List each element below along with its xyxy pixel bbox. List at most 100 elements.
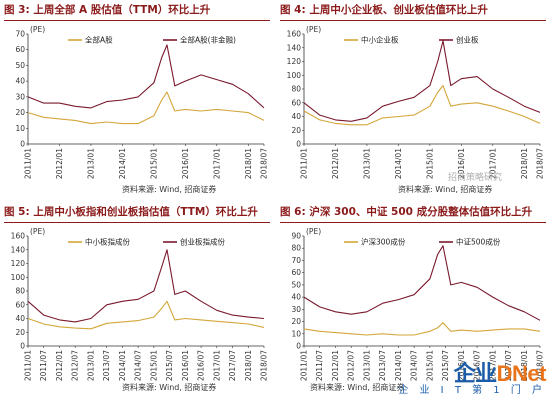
x-tick-label: 2017/01 (488, 350, 497, 381)
x-tick-label: 2013/01 (86, 350, 95, 381)
source-note: 资料来源: Wind, 招商证券 (398, 185, 493, 194)
x-tick-label: 2011/01 (24, 350, 33, 381)
series-line-1 (27, 91, 265, 125)
panel-fig4: 图 4: 上周中小企业板、创业板估值环比上升 0 20 40 60 80 100 120 14… (280, 2, 546, 198)
x-tick-label: 2014/07 (134, 350, 143, 381)
x-tick-label: 2011/01 (300, 148, 309, 179)
series-line-1 (303, 85, 541, 126)
y-tick-label: 20 (291, 317, 301, 326)
x-tick-label: 2013/01 (86, 148, 95, 179)
y-tick-label: 160 (287, 30, 302, 39)
site-watermark: 企业DNet 企 业 I T 第 1 门 户 (398, 363, 546, 397)
y-tick-label: 120 (11, 259, 26, 268)
x-tick-label: 2013/07 (378, 350, 387, 381)
y-unit-label: (PE) (30, 227, 45, 236)
x-tick-label: 2016/01 (181, 350, 190, 381)
panel-title: 图 4: 上周中小企业板、创业板估值环比上升 (280, 4, 488, 16)
y-tick-label: 10 (291, 329, 301, 338)
logo-text-a: 企业 (453, 361, 498, 386)
x-tick-label: 2018/01 (520, 148, 529, 179)
y-tick-label: 20 (15, 108, 25, 117)
x-tick-label: 2016/01 (181, 148, 190, 179)
x-tick-label: 2011/07 (315, 350, 324, 381)
legend-label: 全部A股(非金融) (180, 35, 236, 45)
panel-fig6: 图 6: 沪深 300、中证 500 成分股整体估值环比上升 0 10 20 30 40… (280, 204, 546, 400)
legend-label: 中证500成份 (456, 237, 501, 247)
y-tick-label: 160 (11, 232, 26, 241)
x-tick-label: 2012/07 (347, 350, 356, 381)
y-tick-label: 80 (291, 244, 301, 253)
y-tick-label: 0 (20, 342, 25, 351)
y-tick-label: 0 (296, 342, 301, 351)
x-tick-label: 2018/07 (260, 350, 269, 381)
series-line-2 (303, 245, 541, 321)
y-tick-label: 100 (11, 273, 26, 282)
x-tick-label: 2015/01 (425, 148, 434, 179)
legend-label: 创业板指成份 (180, 237, 225, 247)
y-tick-label: 60 (291, 268, 301, 277)
x-tick-label: 2014/01 (394, 350, 403, 381)
y-tick-label: 30 (291, 305, 301, 314)
y-tick-label: 20 (15, 328, 25, 337)
x-tick-label: 2012/01 (331, 350, 340, 381)
chart-fig5: 0 20 40 60 80 100 120 140 160 (PE) 2011/01 2011/07 2… (11, 227, 269, 381)
y-tick-label: 40 (15, 77, 25, 86)
y-tick-label: 60 (15, 300, 25, 309)
y-tick-label: 60 (15, 45, 25, 54)
legend-label: 沪深300成份 (361, 237, 406, 247)
account-watermark: 招商策略研究 (448, 173, 503, 183)
x-tick-label: 2014/07 (410, 350, 419, 381)
source-note: 资料来源: Wind, 招商证券 (122, 185, 217, 194)
y-tick-label: 70 (291, 256, 301, 265)
x-tick-label: 2013/07 (102, 350, 111, 381)
x-tick-label: 2012/01 (55, 350, 64, 381)
logo-text-b: DNet (496, 361, 547, 386)
x-tick-label: 2018/01 (244, 148, 253, 179)
series-line-2 (303, 40, 541, 122)
y-tick-label: 40 (291, 112, 301, 121)
x-tick-label: 2013/01 (362, 350, 371, 381)
x-tick-label: 2011/01 (24, 148, 33, 179)
y-tick-label: 40 (291, 293, 301, 302)
y-tick-label: 80 (15, 287, 25, 296)
source-note: 资料来源: Wind, 招商证券 (122, 383, 217, 392)
x-tick-label: 2016/01 (457, 350, 466, 381)
chart-fig4: 0 20 40 60 80 100 120 140 160 (PE) 2011/01 2012/01 2… (287, 25, 545, 179)
x-tick-label: 2017/07 (504, 350, 513, 381)
y-tick-label: 30 (15, 92, 25, 101)
x-tick-label: 2017/01 (488, 148, 497, 179)
y-tick-label: 70 (15, 30, 25, 39)
x-tick-label: 2018/01 (244, 350, 253, 381)
y-tick-label: 60 (291, 98, 301, 107)
panel-fig3: 图 3: 上周全部 A 股估值（TTM）环比上升 0 10 20 30 40 50 60 70… (4, 2, 270, 198)
title-divider (280, 222, 546, 224)
chart-fig3: 0 10 20 30 40 50 60 70 (PE) 2011/01 2012/01 2013/01… (15, 25, 268, 179)
y-tick-label: 120 (287, 57, 302, 66)
y-unit-label: (PE) (30, 25, 45, 34)
y-tick-label: 20 (291, 126, 301, 135)
x-tick-label: 2017/01 (212, 148, 221, 179)
x-tick-label: 2015/01 (425, 350, 434, 381)
y-tick-label: 10 (15, 124, 25, 133)
legend-label: 创业板 (456, 35, 479, 45)
series-line-1 (27, 300, 265, 330)
chart-fig6: 0 10 20 30 40 50 60 70 80 90 (PE) 2011/01 2011/07 201… (291, 227, 544, 381)
legend-label: 中小企业板 (361, 35, 399, 45)
x-tick-label: 2017/01 (212, 350, 221, 381)
x-tick-label: 2015/07 (441, 350, 450, 381)
title-divider (4, 222, 270, 224)
title-divider (280, 20, 546, 22)
y-unit-label: (PE) (306, 25, 321, 34)
x-tick-label: 2012/01 (55, 148, 64, 179)
legend-label: 全部A股 (85, 35, 113, 45)
y-tick-label: 0 (296, 140, 301, 149)
x-tick-label: 2011/07 (39, 350, 48, 381)
panel-fig5: 图 5: 上周中小板指和创业板指估值（TTM）环比上升 0 20 40 60 80 100… (4, 204, 270, 400)
y-tick-label: 140 (11, 245, 26, 254)
y-tick-label: 140 (287, 43, 302, 52)
x-tick-label: 2015/01 (149, 350, 158, 381)
y-tick-label: 50 (15, 61, 25, 70)
x-tick-label: 2016/07 (473, 350, 482, 381)
x-tick-label: 2013/01 (362, 148, 371, 179)
x-tick-label: 2015/01 (149, 148, 158, 179)
